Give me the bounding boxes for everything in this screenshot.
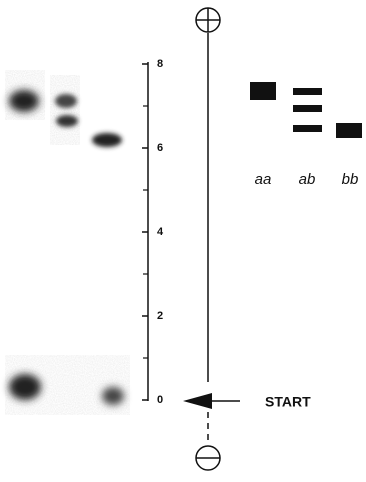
- tick-label: 4: [157, 226, 164, 238]
- band: [250, 82, 276, 100]
- gel-spot: [55, 94, 77, 108]
- gel-spot: [9, 374, 41, 400]
- gel-spot: [56, 115, 78, 127]
- lane-label: bb: [342, 171, 359, 188]
- band: [293, 125, 322, 132]
- gel-image: [5, 70, 130, 415]
- tick-label: 8: [157, 58, 163, 70]
- tick-label: 0: [157, 394, 163, 406]
- gel-spot: [9, 90, 39, 112]
- lane-label: ab: [299, 171, 316, 188]
- gel-spot: [92, 133, 122, 147]
- start-arrow: [183, 393, 212, 409]
- gel-spot: [102, 387, 124, 405]
- figure: 0 2 4 6 8 START aa ab bb: [0, 0, 366, 477]
- lane-label: aa: [255, 171, 272, 188]
- page: 02468 START aa ab bb (() => { const data…: [0, 0, 366, 477]
- tick-label: 6: [157, 142, 163, 154]
- start-label: START: [265, 394, 311, 410]
- tick-label: 2: [157, 310, 163, 322]
- band: [293, 105, 322, 112]
- gel-noise: [50, 75, 80, 145]
- scale: 0 2 4 6 8: [142, 58, 164, 406]
- band: [293, 88, 322, 95]
- band: [336, 123, 362, 138]
